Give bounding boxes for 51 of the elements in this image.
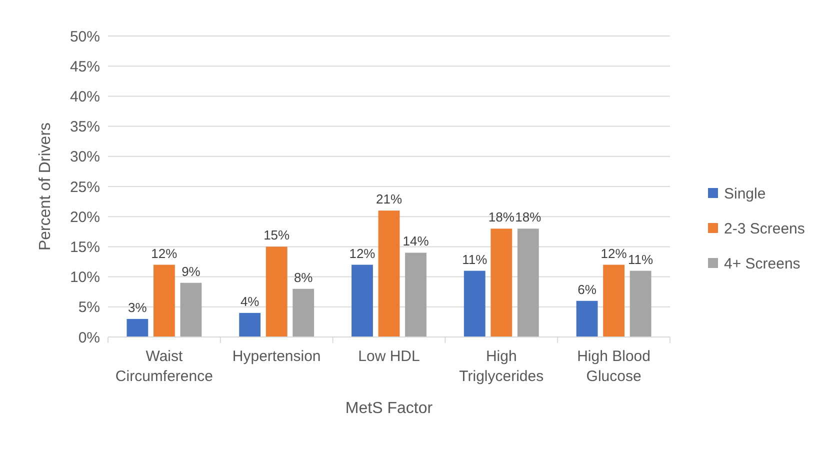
y-tick-label: 20% [70, 208, 100, 226]
legend-label: 4+ Screens [724, 255, 800, 272]
data-label: 14% [402, 234, 430, 249]
bar [490, 228, 512, 337]
y-tick-label: 35% [70, 118, 100, 136]
data-label: 8% [294, 270, 314, 285]
bar [405, 252, 426, 337]
legend-label: 2-3 Screens [724, 220, 805, 238]
bar [352, 264, 373, 337]
y-tick-label: 40% [70, 88, 100, 106]
data-label: 18% [515, 210, 542, 225]
bar [126, 318, 148, 337]
bar [576, 300, 598, 337]
data-label: 11% [462, 252, 488, 267]
x-tick-label: Waist Circumference [115, 348, 213, 385]
legend-label: Single [724, 185, 766, 202]
bar [464, 270, 486, 337]
bar [630, 270, 652, 337]
data-label: 12% [349, 246, 376, 261]
bar [153, 264, 175, 337]
x-tick-label: Hypertension [232, 348, 321, 365]
x-axis-title: MetS Factor [345, 400, 434, 417]
data-label: 3% [128, 300, 148, 315]
y-tick-label: 50% [70, 28, 100, 46]
bar [603, 264, 625, 337]
x-tick-label: High Blood Glucose [577, 348, 650, 385]
y-tick-label: 0% [78, 329, 100, 346]
y-axis-title: Percent of Drivers [37, 122, 54, 251]
bar [239, 312, 261, 337]
data-label: 21% [376, 192, 402, 207]
bar [180, 282, 202, 337]
data-label: 12% [600, 246, 628, 261]
y-tick-label: 15% [70, 238, 100, 256]
y-tick-label: 45% [70, 58, 100, 76]
bar [517, 228, 539, 337]
data-label: 6% [578, 282, 597, 297]
x-tick-label: High Triglycerides [459, 348, 544, 385]
bar [292, 288, 314, 337]
y-tick-label: 10% [70, 269, 100, 286]
y-tick-label: 30% [70, 148, 100, 166]
bar [266, 246, 288, 337]
data-label: 18% [488, 210, 515, 225]
bar [378, 210, 400, 337]
x-tick-label: Low HDL [358, 348, 420, 365]
data-label: 12% [151, 246, 178, 261]
data-label: 4% [240, 294, 260, 309]
data-label: 15% [264, 228, 290, 243]
data-label: 11% [628, 252, 654, 267]
data-label: 9% [182, 264, 201, 279]
y-tick-label: 5% [78, 299, 100, 316]
y-tick-label: 25% [70, 178, 100, 196]
